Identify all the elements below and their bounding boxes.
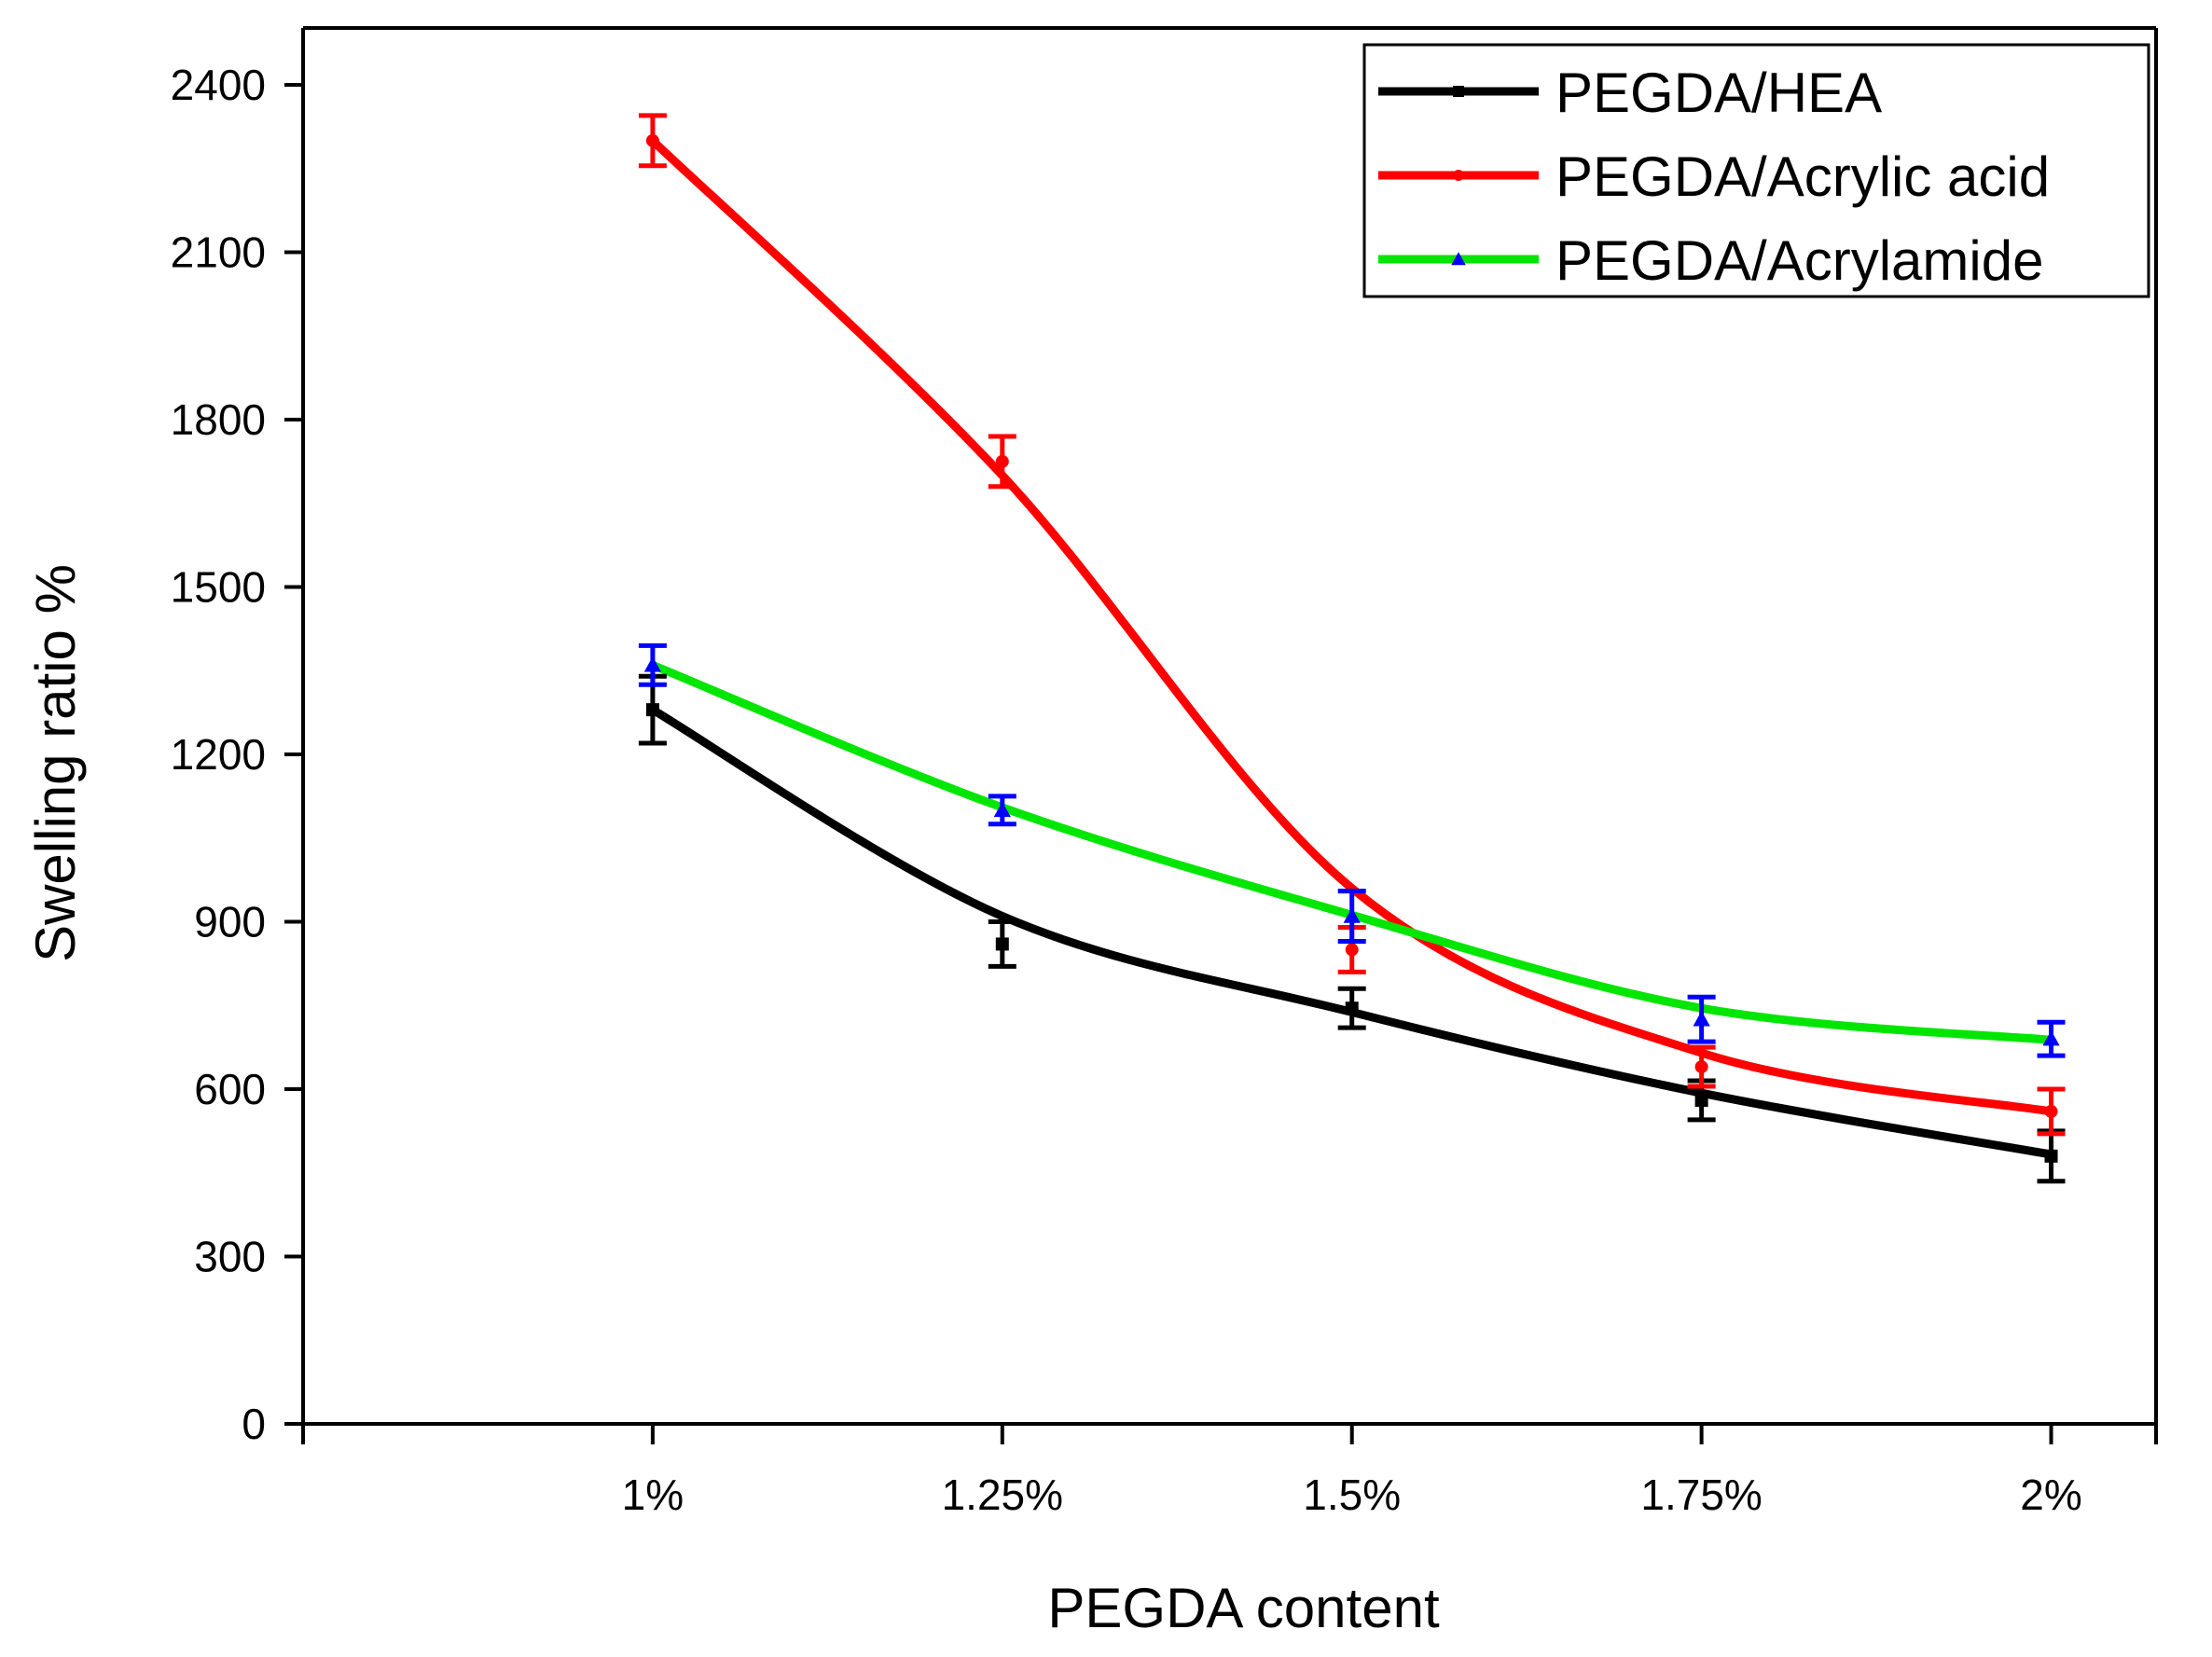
data-points-layer [638, 113, 2066, 1184]
data-point-series-3 [638, 642, 667, 687]
y-tick-label: 900 [194, 898, 266, 946]
fit-curve-2 [648, 136, 2056, 1116]
marker [2044, 1149, 2058, 1163]
data-point-series-3 [1687, 994, 1716, 1044]
legend-items: PEGDA/HEA PEGDA/Acrylic acid PEGDA/Acrylam… [1378, 62, 2050, 292]
marker [1345, 943, 1359, 957]
legend-item-1: PEGDA/HEA [1378, 62, 1882, 124]
x-tick-label: 1% [622, 1471, 684, 1519]
marker [2044, 1104, 2058, 1118]
data-point-series-1 [638, 673, 667, 746]
marker [1343, 907, 1361, 923]
marker [1345, 1001, 1359, 1015]
legend: PEGDA/HEA PEGDA/Acrylic acid PEGDA/Acrylam… [1362, 43, 2150, 298]
legend-marker [1453, 86, 1464, 97]
marker [1694, 1060, 1708, 1074]
data-point-series-1 [1337, 986, 1366, 1030]
x-tick-label: 1.5% [1303, 1471, 1401, 1519]
marker [995, 937, 1009, 951]
legend-label: PEGDA/Acrylic acid [1555, 145, 2050, 208]
legend-item-3: PEGDA/Acrylamide [1378, 229, 2043, 292]
data-point-series-2 [2037, 1086, 2066, 1137]
x-tick-label: 1.75% [1640, 1471, 1762, 1519]
legend-label: PEGDA/HEA [1555, 62, 1882, 124]
data-point-series-2 [1687, 1044, 1716, 1089]
legend-box [1362, 43, 2150, 298]
marker [995, 454, 1009, 468]
legend-item-2: PEGDA/Acrylic acid [1378, 145, 2050, 208]
legend-marker [1453, 170, 1464, 181]
y-axis-label: Swelling ratio % [24, 564, 87, 962]
x-axis-label: PEGDA content [1047, 1577, 1440, 1639]
data-point-series-3 [988, 794, 1016, 827]
marker [645, 703, 659, 717]
marker [1694, 1093, 1708, 1107]
marker [993, 801, 1011, 818]
marker [1693, 1011, 1710, 1027]
y-tick-label: 1200 [171, 730, 266, 779]
x-tick-label: 1.25% [942, 1471, 1063, 1519]
y-tick-label: 0 [242, 1400, 266, 1448]
y-tick-label: 2100 [171, 228, 266, 277]
marker [645, 133, 659, 147]
y-tick-label: 2400 [171, 61, 266, 109]
fit-curve-3 [648, 660, 2056, 1044]
data-point-series-3 [1337, 889, 1366, 944]
y-tick-label: 1500 [171, 563, 266, 612]
data-point-series-2 [638, 113, 667, 169]
data-point-series-2 [988, 434, 1016, 490]
y-tick-label: 1800 [171, 395, 266, 444]
axes-layer [301, 26, 2158, 1444]
data-point-series-3 [2037, 1019, 2066, 1058]
data-point-series-1 [988, 919, 1016, 969]
y-ticks-layer: 0 300 600 900 1200 1500 1800 2100 2400 [171, 61, 303, 1448]
x-tick-label: 2% [2020, 1471, 2081, 1519]
marker [643, 656, 662, 672]
y-tick-label: 600 [194, 1065, 266, 1113]
legend-label: PEGDA/Acrylamide [1555, 229, 2043, 292]
legend-marker [1451, 252, 1466, 266]
y-tick-label: 300 [194, 1233, 266, 1281]
marker [2042, 1030, 2060, 1046]
x-ticks-layer: 1% 1.25% 1.5% 1.75% 2% [622, 1424, 2082, 1519]
